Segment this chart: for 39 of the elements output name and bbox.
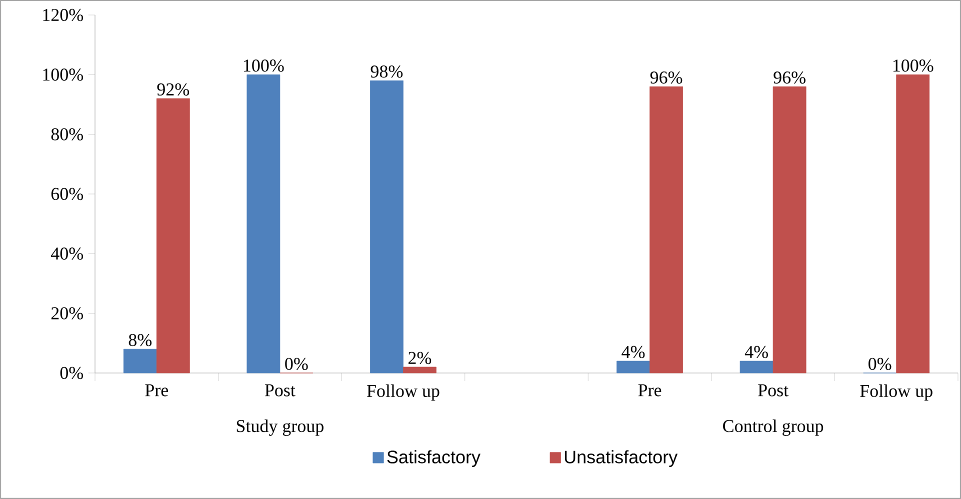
text: Study group xyxy=(236,419,324,436)
bar xyxy=(156,98,190,374)
y-tick-label: 40% xyxy=(50,248,84,260)
data-label: 100% xyxy=(244,60,284,72)
bar xyxy=(772,86,806,374)
bar xyxy=(123,348,157,374)
bar xyxy=(246,74,280,374)
data-label: 8% xyxy=(128,334,152,346)
x-tick-label: Post xyxy=(758,384,788,396)
data-label: 96% xyxy=(774,71,806,84)
y-tick-label: 60% xyxy=(51,188,84,200)
data-label: 0% xyxy=(285,358,308,370)
text: Control group xyxy=(723,419,824,436)
x-tick-label: Pre xyxy=(145,384,168,396)
legend-label: Satisfactory xyxy=(387,450,480,467)
bar xyxy=(650,86,683,374)
legend-label: Unsatisfactory xyxy=(564,450,678,467)
data-label: 2% xyxy=(408,352,432,364)
bar xyxy=(370,80,404,374)
x-tick-label: Follow up xyxy=(860,384,932,401)
y-tick-label: 0% xyxy=(60,366,84,380)
data-label: 100% xyxy=(893,60,934,72)
x-tick-label: Pre xyxy=(638,384,662,396)
bar xyxy=(896,74,930,374)
data-label: 0% xyxy=(868,358,892,370)
data-label: 4% xyxy=(622,346,645,358)
data-label: 92% xyxy=(157,83,190,96)
bar xyxy=(616,360,650,374)
y-tick-label: 100% xyxy=(43,68,84,81)
data-label: 4% xyxy=(744,346,768,358)
bar xyxy=(403,366,436,374)
data-label: 98% xyxy=(370,65,403,78)
y-tick-label: 20% xyxy=(51,307,84,320)
x-tick-label: Post xyxy=(264,384,296,396)
y-tick-label: 120% xyxy=(43,8,84,22)
bar xyxy=(740,360,774,374)
y-tick-label: 80% xyxy=(51,128,84,140)
data-label: 96% xyxy=(650,71,682,84)
x-tick-label: Follow up xyxy=(366,384,440,401)
